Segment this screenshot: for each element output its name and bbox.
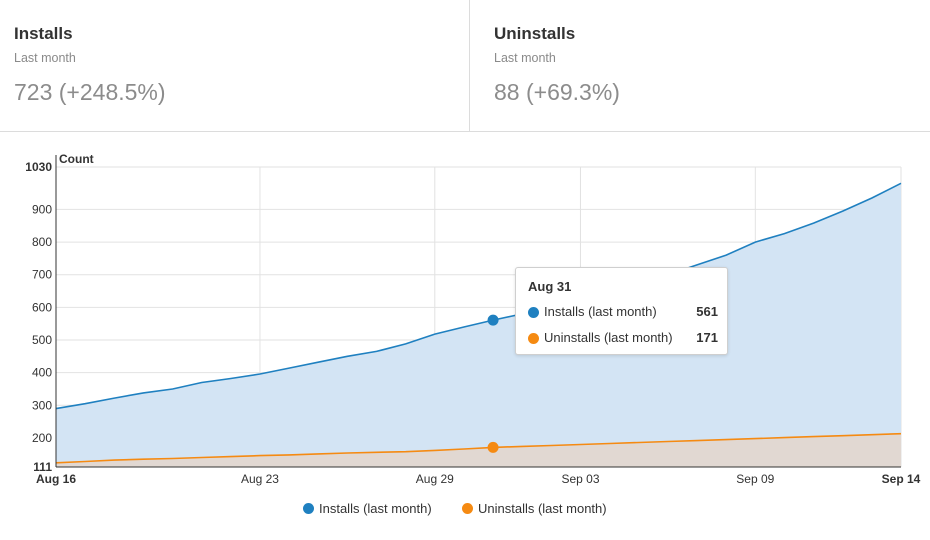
x-tick-label: Sep 03 <box>561 472 599 486</box>
y-tick-label: 111 <box>33 460 52 474</box>
installs-uninstalls-chart[interactable]: 1030 900 800 700 600 500 400 300 200 111 Count Aug … <box>0 140 930 490</box>
y-tick-label: 200 <box>32 431 52 445</box>
y-tick-label: 300 <box>32 398 52 412</box>
chart-legend: Installs (last month) Uninstalls (last m… <box>0 499 930 519</box>
uninstalls-legend-dot-icon <box>462 503 473 514</box>
y-tick-label: 1030 <box>25 160 52 174</box>
highlight-point-uninstalls <box>487 441 499 453</box>
x-tick-label: Sep 09 <box>736 472 774 486</box>
series-line-installs <box>55 182 902 410</box>
uninstalls-stat-period: Last month <box>494 51 556 65</box>
uninstalls-stat-card: Uninstalls Last month 88 (+69.3%) <box>470 0 930 132</box>
series-area-installs <box>56 183 901 468</box>
highlight-point-installs <box>487 314 499 326</box>
tooltip-uninstalls-value: 171 <box>696 330 718 345</box>
y-tick-label: 500 <box>32 333 52 347</box>
stats-bar: Installs Last month 723 (+248.5%) Uninst… <box>0 0 930 132</box>
series-area-uninstalls <box>56 433 901 467</box>
y-tick-label: 900 <box>32 202 52 216</box>
tooltip-row-installs: Installs (last month) 561 <box>528 304 718 322</box>
y-axis-label: Count <box>59 152 94 166</box>
tooltip-installs-label: Installs (last month) <box>544 304 657 319</box>
installs-stat-card: Installs Last month 723 (+248.5%) <box>0 0 470 132</box>
x-tick-label: Sep 14 <box>882 472 921 486</box>
y-tick-label: 700 <box>32 268 52 282</box>
installs-dot-icon <box>528 307 539 318</box>
legend-installs-label: Installs (last month) <box>319 501 432 516</box>
y-tick-label: 400 <box>32 366 52 380</box>
installs-stat-period: Last month <box>14 51 76 65</box>
tooltip-installs-value: 561 <box>696 304 718 319</box>
installs-stat-title: Installs <box>14 24 73 43</box>
series-line-uninstalls <box>55 432 902 464</box>
y-tick-label: 600 <box>32 300 52 314</box>
uninstalls-dot-icon <box>528 333 539 344</box>
tooltip-title: Aug 31 <box>528 279 572 294</box>
chart-tooltip: Aug 31 Installs (last month) 561 Uninsta… <box>515 267 728 355</box>
x-tick-label: Aug 16 <box>36 472 76 486</box>
tooltip-uninstalls-label: Uninstalls (last month) <box>544 330 673 345</box>
x-tick-label: Aug 29 <box>416 472 454 486</box>
uninstalls-stat-title: Uninstalls <box>494 24 576 43</box>
legend-uninstalls-label: Uninstalls (last month) <box>478 501 607 516</box>
tooltip-row-uninstalls: Uninstalls (last month) 171 <box>528 330 718 348</box>
installs-legend-dot-icon <box>303 503 314 514</box>
x-tick-label: Aug 23 <box>241 472 279 486</box>
uninstalls-stat-value: 88 (+69.3%) <box>494 79 620 105</box>
y-tick-label: 800 <box>32 235 52 249</box>
installs-stat-value: 723 (+248.5%) <box>14 79 166 105</box>
